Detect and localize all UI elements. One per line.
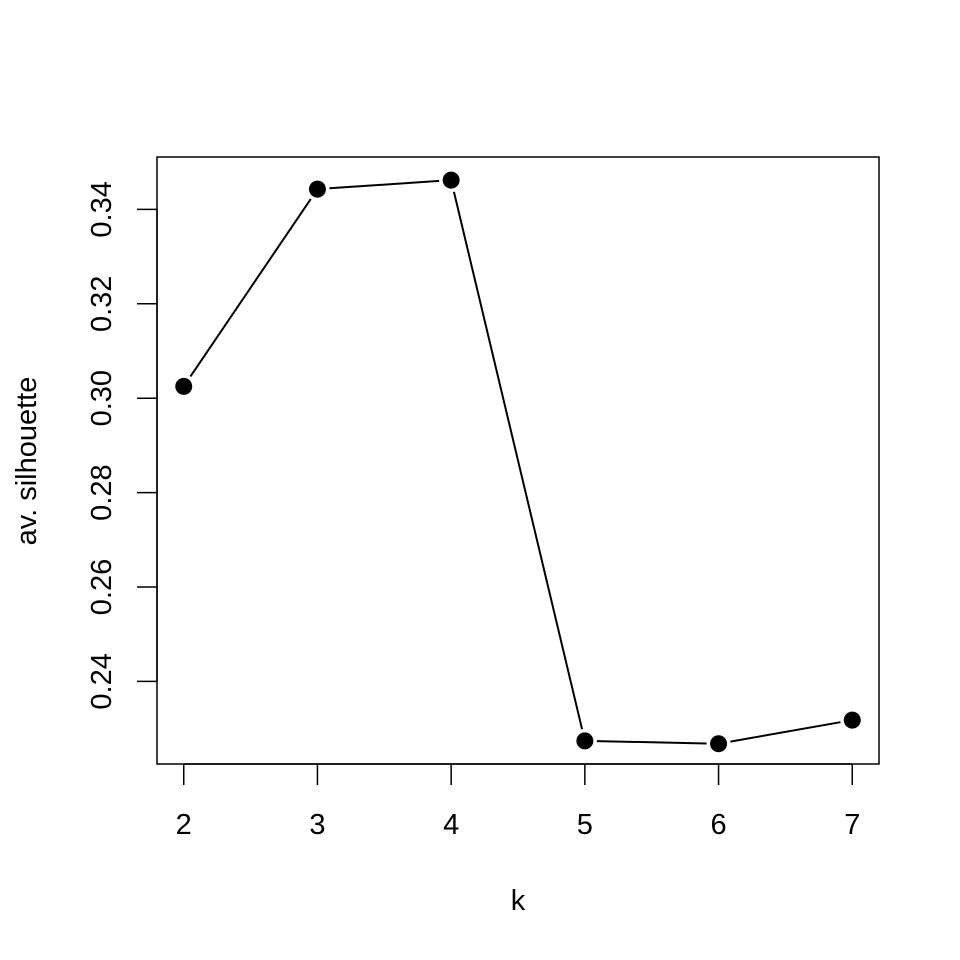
data-point	[710, 735, 728, 753]
y-tick-label: 0.32	[86, 276, 118, 332]
series-line-segment	[730, 721, 841, 743]
x-tick-label: 5	[577, 809, 593, 841]
data-point	[308, 180, 326, 198]
series-layer	[175, 171, 861, 753]
y-axis-label: av. silhouette	[11, 377, 43, 546]
x-tick-label: 4	[443, 809, 459, 841]
y-tick-label: 0.26	[86, 559, 118, 615]
data-point	[843, 711, 861, 729]
x-tick-label: 6	[710, 809, 726, 841]
x-axis-label: k	[511, 885, 526, 917]
series-line-segment	[329, 179, 440, 190]
y-tick-label: 0.30	[86, 370, 118, 426]
y-tick-label: 0.28	[86, 464, 118, 520]
x-axis: 2 3 4 5 6 7	[176, 763, 860, 841]
x-tick-label: 7	[844, 809, 860, 841]
y-tick-label: 0.34	[86, 181, 118, 237]
y-axis: 0.24 0.26 0.28 0.30 0.32 0.34	[86, 181, 158, 710]
x-tick-label: 3	[309, 809, 325, 841]
data-point	[442, 171, 460, 189]
series-line-segment	[596, 740, 707, 745]
series-line-segment	[189, 198, 312, 378]
x-tick-label: 2	[176, 809, 192, 841]
y-tick-label: 0.24	[86, 653, 118, 709]
data-point	[175, 377, 193, 395]
series-line-segment	[452, 191, 584, 730]
data-point	[576, 732, 594, 750]
